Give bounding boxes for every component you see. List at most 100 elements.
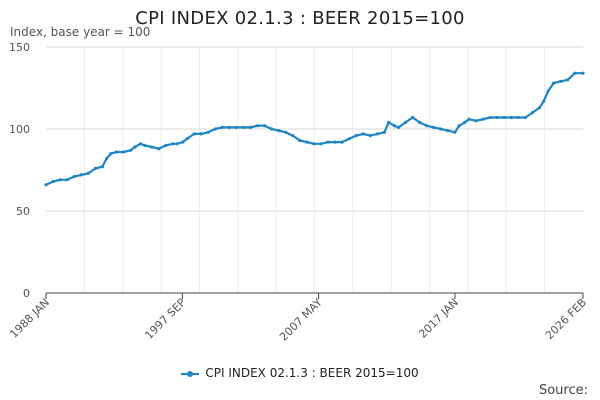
data-point: [537, 106, 542, 110]
data-point: [546, 89, 550, 93]
data-point: [333, 140, 337, 144]
x-tick-label: 2007 MAY: [277, 296, 325, 344]
data-point: [284, 130, 288, 134]
data-point: [305, 140, 309, 144]
x-tick-label: 2017 JAN: [416, 296, 461, 341]
data-point: [79, 173, 83, 177]
data-point: [93, 166, 97, 170]
data-point: [453, 130, 457, 134]
data-point: [581, 71, 585, 75]
data-point: [375, 132, 379, 136]
data-point: [157, 147, 161, 151]
data-point: [86, 171, 90, 175]
data-point: [542, 99, 546, 103]
data-point: [516, 115, 521, 120]
data-point: [263, 124, 267, 128]
data-point: [354, 134, 358, 138]
data-point: [164, 143, 168, 147]
data-point: [298, 138, 302, 143]
chart-title: CPI INDEX 02.1.3 : BEER 2015=100: [135, 8, 465, 29]
y-tick-label: 150: [9, 41, 30, 54]
data-point: [291, 134, 295, 138]
data-point: [114, 150, 119, 154]
data-point: [133, 145, 137, 149]
data-point: [488, 115, 492, 120]
data-point: [213, 127, 217, 131]
data-point: [72, 175, 76, 179]
data-point: [171, 142, 175, 146]
data-point: [255, 124, 260, 128]
data-point: [382, 130, 386, 134]
data-point: [347, 137, 351, 141]
y-tick-label: 50: [16, 205, 30, 218]
legend: CPI INDEX 02.1.3 : BEER 2015=100: [0, 366, 600, 380]
y-tick-label: 0: [23, 287, 30, 300]
source-label: Source:: [538, 383, 588, 398]
data-point: [573, 71, 577, 75]
data-point: [122, 150, 126, 154]
data-point: [523, 115, 528, 120]
data-point: [65, 178, 69, 182]
data-point: [425, 124, 429, 128]
data-point: [44, 183, 48, 187]
data-point: [326, 140, 330, 144]
data-point: [181, 140, 185, 144]
data-point: [192, 132, 196, 136]
data-point: [206, 130, 210, 134]
series-layer: [44, 71, 585, 187]
data-point: [559, 79, 563, 83]
y-axis-label: Index, base year = 100: [10, 25, 151, 39]
data-point: [396, 125, 401, 129]
legend-swatch: [181, 370, 200, 377]
data-point: [105, 156, 109, 161]
data-point: [446, 129, 450, 133]
data-point: [392, 124, 396, 128]
data-point: [439, 127, 443, 131]
data-point: [58, 178, 62, 182]
data-point: [248, 125, 253, 129]
data-point: [143, 143, 147, 147]
data-point: [220, 125, 224, 129]
data-point: [457, 124, 461, 128]
axes: 0 50 100 150 1988 JAN 1997 SEP 2007 MAY 2017 JA…: [7, 41, 589, 344]
data-point: [502, 115, 506, 120]
data-point: [51, 179, 55, 184]
data-point: [175, 142, 179, 146]
y-tick-label: 100: [9, 123, 30, 136]
data-point: [234, 125, 238, 129]
x-tick-label: 1997 SEP: [142, 296, 188, 342]
legend-label: CPI INDEX 02.1.3 : BEER 2015=100: [205, 366, 419, 380]
data-point: [150, 145, 154, 149]
data-point: [277, 129, 281, 133]
x-tick-label: 2026 FEB: [543, 296, 589, 342]
data-point: [509, 115, 513, 120]
data-point: [411, 115, 415, 120]
data-point: [495, 115, 499, 120]
data-point: [368, 134, 372, 138]
gridlines: [46, 46, 583, 293]
data-point: [129, 148, 133, 152]
data-point: [404, 120, 408, 124]
data-point: [227, 125, 231, 129]
data-point: [418, 120, 422, 124]
data-point: [463, 120, 467, 124]
data-point: [432, 125, 436, 129]
data-point: [340, 140, 344, 144]
data-point: [552, 81, 556, 85]
data-point: [185, 137, 189, 141]
data-point: [361, 132, 365, 136]
data-point: [474, 119, 478, 123]
data-point: [566, 78, 570, 82]
data-point: [387, 120, 391, 124]
data-point: [241, 125, 245, 129]
data-point: [270, 127, 274, 131]
data-point: [481, 117, 485, 121]
data-point: [199, 132, 203, 136]
data-point: [138, 142, 143, 146]
data-point: [530, 111, 535, 115]
data-point: [467, 117, 471, 121]
data-point: [100, 165, 104, 169]
x-tick-label: 1988 JAN: [7, 296, 52, 341]
data-point: [319, 142, 323, 146]
